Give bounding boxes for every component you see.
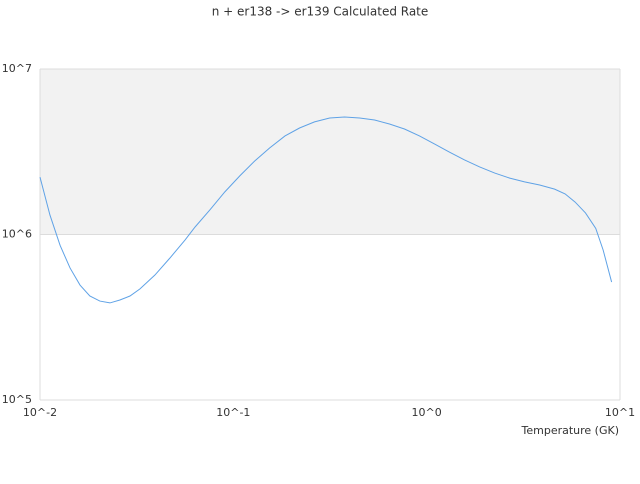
x-tick-label: 10^-2 bbox=[23, 406, 57, 419]
grid-band bbox=[40, 69, 620, 235]
x-tick-label: 10^0 bbox=[412, 406, 442, 419]
x-tick-label: 10^1 bbox=[605, 406, 635, 419]
y-tick-label: 10^5 bbox=[2, 393, 32, 406]
chart-title: n + er138 -> er139 Calculated Rate bbox=[212, 5, 429, 19]
line-series bbox=[39, 116, 613, 304]
y-tick-label: 10^6 bbox=[2, 228, 32, 241]
x-tick-label: 10^-1 bbox=[216, 406, 250, 419]
y-tick-label: 10^7 bbox=[2, 62, 32, 75]
x-axis-label: Temperature (GK) bbox=[521, 424, 620, 437]
